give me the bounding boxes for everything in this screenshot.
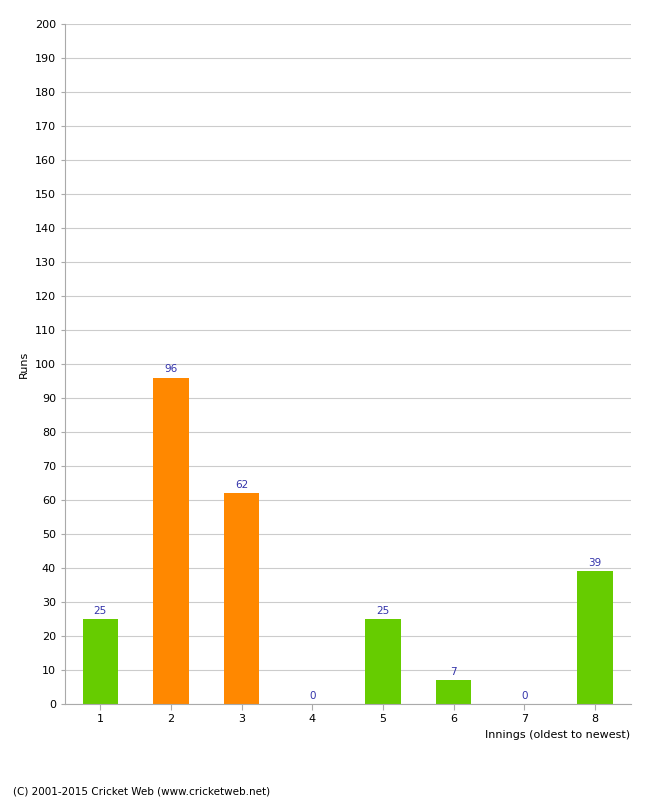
Text: 96: 96 — [164, 364, 177, 374]
Text: 7: 7 — [450, 667, 457, 677]
Text: 0: 0 — [521, 690, 528, 701]
Text: 39: 39 — [588, 558, 602, 568]
Bar — [436, 680, 471, 704]
Bar — [153, 378, 188, 704]
Y-axis label: Runs: Runs — [20, 350, 29, 378]
Text: 25: 25 — [376, 606, 390, 616]
X-axis label: Innings (oldest to newest): Innings (oldest to newest) — [486, 730, 630, 740]
Text: 25: 25 — [94, 606, 107, 616]
Text: 62: 62 — [235, 480, 248, 490]
Bar — [577, 571, 613, 704]
Text: (C) 2001-2015 Cricket Web (www.cricketweb.net): (C) 2001-2015 Cricket Web (www.cricketwe… — [13, 786, 270, 796]
Text: 0: 0 — [309, 690, 316, 701]
Bar — [224, 493, 259, 704]
Bar — [365, 619, 401, 704]
Bar — [83, 619, 118, 704]
